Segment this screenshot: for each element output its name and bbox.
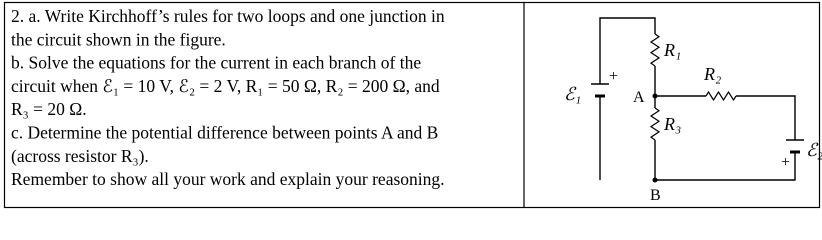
junction-b — [652, 177, 658, 183]
resistor-r2 — [705, 90, 737, 102]
label-b: B — [650, 187, 661, 204]
wire — [599, 17, 796, 181]
page: 2. a. Write Kirchhoff’s rules for two lo… — [3, 1, 822, 209]
junction-a — [652, 93, 658, 99]
label-r1: R₁ — [663, 40, 681, 60]
text-line: R₃ = 20 Ω. — [11, 99, 87, 119]
text-line: b. Solve the equations for the current i… — [11, 53, 421, 73]
label-emf2: ℰ₂ — [806, 140, 822, 160]
label-plus: + — [609, 68, 618, 85]
text-line: (across resistor R₃). — [11, 146, 149, 166]
label-a: A — [633, 89, 645, 106]
label-r2: R₂ — [703, 64, 721, 84]
text-line: the circuit shown in the figure. — [11, 29, 226, 49]
label-r3: R₃ — [663, 114, 681, 134]
label-emf1: ℰ₁ — [564, 84, 581, 104]
table-border — [3, 1, 821, 209]
text-line: c. Determine the potential difference be… — [11, 123, 438, 143]
problem-text: 2. a. Write Kirchhoff’s rules for two lo… — [11, 6, 445, 189]
resistor-r3 — [649, 107, 661, 141]
text-line: circuit when ℰ₁ = 10 V, ℰ₂ = 2 V, R₁ = 5… — [11, 76, 440, 96]
text-line: 2. a. Write Kirchhoff’s rules for two lo… — [11, 6, 445, 26]
text-line: Remember to show all your work and expla… — [11, 169, 445, 189]
resistor-r1 — [649, 33, 661, 67]
circuit: R₁ R₂ R₃ ℰ₁ ℰ₂ A B + + — [564, 17, 822, 204]
label-plus: + — [781, 154, 790, 171]
